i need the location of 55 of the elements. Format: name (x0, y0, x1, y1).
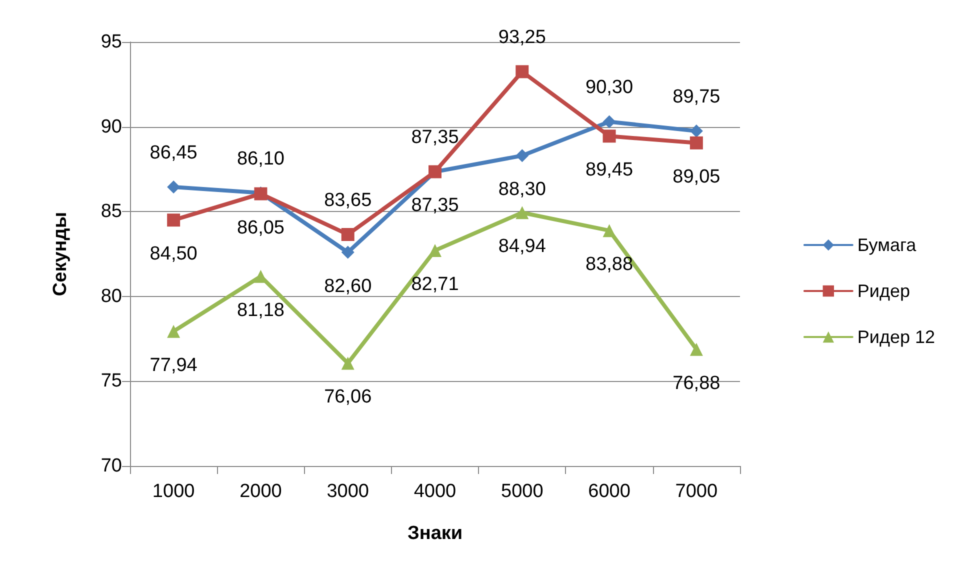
x-tick-label: 1000 (152, 481, 195, 502)
point (516, 206, 529, 220)
point (428, 244, 442, 257)
legend-label: Ридер (857, 281, 910, 301)
data-label: 76,88 (672, 372, 720, 394)
legend-label: Ридер 12 (857, 327, 935, 347)
data-label: 87,35 (411, 195, 459, 216)
point (341, 246, 354, 259)
point (341, 356, 354, 370)
data-label: 82,60 (324, 276, 372, 297)
data-label: 77,94 (150, 354, 198, 376)
point (516, 65, 529, 78)
x-tick-label: 2000 (240, 481, 282, 502)
data-label: 83,65 (324, 190, 372, 211)
x-tick-label: 7000 (675, 481, 718, 502)
point (690, 342, 703, 356)
data-label: 83,88 (586, 254, 634, 276)
y-tick-label: 70 (100, 456, 122, 476)
point (602, 115, 616, 128)
point (690, 124, 703, 138)
point (516, 149, 529, 162)
x-tick-label: 3000 (326, 481, 369, 502)
point (690, 136, 703, 150)
point (602, 130, 616, 143)
data-label: 84,50 (150, 244, 198, 265)
legend-label: Бумага (857, 235, 918, 255)
data-label: 86,05 (236, 217, 284, 238)
y-tick-label: 80 (100, 286, 122, 307)
point (341, 228, 354, 241)
data-label: 89,05 (672, 166, 720, 188)
y-tick-label: 95 (100, 32, 122, 52)
data-label: 86,45 (150, 142, 198, 164)
data-label: 89,75 (672, 86, 720, 108)
y-axis-title: Секунды (50, 212, 71, 296)
x-tick-label: 4000 (414, 481, 456, 502)
y-tick-label: 85 (100, 201, 122, 222)
data-label: 81,18 (236, 300, 284, 321)
point (602, 224, 616, 238)
x-tick-label: 6000 (588, 481, 630, 502)
data-label: 90,30 (586, 77, 634, 98)
y-tick-label: 90 (100, 116, 122, 138)
data-label: 76,06 (324, 386, 372, 408)
x-axis-title: Знаки (407, 523, 463, 544)
data-label: 84,94 (498, 236, 546, 258)
point (167, 180, 180, 194)
data-label: 82,71 (411, 274, 459, 295)
data-label: 86,10 (236, 148, 284, 170)
y-tick-label: 75 (100, 370, 122, 392)
data-label: 88,30 (498, 179, 546, 200)
data-label: 93,25 (498, 27, 546, 48)
point (167, 324, 180, 338)
data-label: 87,35 (411, 127, 459, 148)
point (167, 214, 180, 227)
data-label: 89,45 (586, 160, 634, 181)
x-tick-label: 5000 (501, 481, 544, 502)
